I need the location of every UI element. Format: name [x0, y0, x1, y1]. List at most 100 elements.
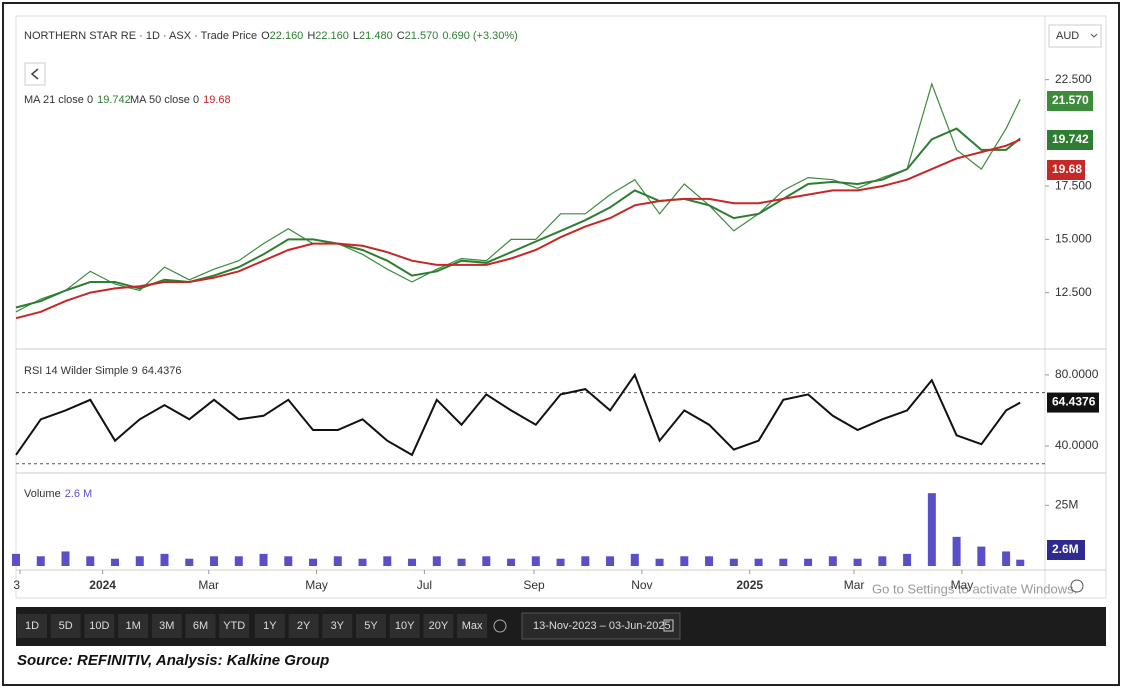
legend-name: RSI 14 Wilder Simple 9	[24, 365, 138, 377]
range-button[interactable]	[118, 614, 149, 638]
range-label: 20Y	[429, 620, 449, 632]
volume-bar	[457, 558, 466, 566]
range-button[interactable]	[151, 614, 182, 638]
volume-bar	[210, 556, 219, 566]
range-button[interactable]	[84, 614, 115, 638]
price-box-label: 2.6M	[1052, 542, 1079, 556]
volume-bar	[284, 556, 293, 566]
legend-name: MA 50 close 0	[130, 94, 199, 106]
volume-bar	[507, 558, 516, 566]
price-box-label: 19.68	[1052, 162, 1082, 176]
price-box	[1047, 130, 1093, 150]
watermark: Go to Settings to activate Windows.	[872, 581, 1077, 596]
currency-dropdown[interactable]	[1048, 24, 1102, 48]
range-label: 10D	[89, 620, 109, 632]
y-tick-label: 15.000	[1055, 232, 1092, 246]
symbol: NORTHERN STAR RE · 1D · ASX · Trade Pric…	[24, 30, 257, 42]
currency: AUD	[1056, 30, 1079, 42]
range-button[interactable]	[356, 614, 386, 638]
range-button[interactable]	[185, 614, 216, 638]
series-line	[15, 138, 1021, 320]
volume-bar	[853, 558, 862, 566]
volume-bar	[185, 558, 194, 566]
volume-bar	[606, 556, 615, 566]
back-button[interactable]	[24, 62, 46, 86]
volume-bar	[333, 556, 342, 566]
volume-bar	[680, 556, 689, 566]
price-box	[1047, 160, 1085, 180]
volume-bar	[1016, 559, 1025, 566]
legend-entry: MA 21 close 0 19.742	[24, 94, 131, 106]
range-button[interactable]	[423, 614, 454, 638]
legend-value: 19.742	[97, 94, 131, 106]
source: Source: REFINITIV, Analysis: Kalkine Gro…	[17, 652, 329, 669]
range-button[interactable]	[288, 614, 319, 638]
volume-bar	[927, 493, 936, 566]
ohlc-key: O	[261, 30, 270, 42]
y-tick-label: 80.0000	[1055, 367, 1099, 381]
range-button[interactable]	[254, 614, 285, 638]
volume-bar	[754, 558, 763, 566]
header: NORTHERN STAR RE · 1D · ASX · Trade Pric…	[24, 30, 518, 42]
x-tick-label: Mar	[198, 578, 219, 592]
header-text: NORTHERN STAR RE · 1D · ASX · Trade Pric…	[24, 30, 518, 42]
range-label: 5Y	[364, 620, 378, 632]
volume-bar	[630, 553, 639, 566]
legend-entry: Volume 2.6 M	[24, 488, 92, 500]
range-button[interactable]	[457, 614, 488, 638]
volume-bar	[804, 558, 813, 566]
date-range: 13-Nov-2023 – 03-Jun-2025	[533, 620, 671, 632]
x-tick-label: 3	[13, 578, 20, 592]
calendar-icon	[663, 619, 674, 632]
volume-bar	[12, 553, 20, 566]
price-box	[1047, 540, 1085, 560]
range-label: YTD	[223, 620, 245, 632]
range-label: 3Y	[331, 620, 345, 632]
volume-bar	[309, 558, 318, 566]
volume-bar	[111, 558, 120, 566]
x-tick-label: 2024	[89, 578, 116, 592]
price-box-label: 19.742	[1052, 132, 1089, 146]
volume-bar	[61, 551, 70, 566]
settings-icon[interactable]	[1070, 579, 1084, 593]
range-button[interactable]	[219, 614, 250, 638]
legend-entry: MA 50 close 0 19.68	[130, 94, 231, 106]
volume-bar	[135, 556, 144, 566]
legend-value: 2.6 M	[65, 488, 93, 500]
reset-icon[interactable]	[493, 619, 507, 633]
y-tick-label: 12.500	[1055, 285, 1092, 299]
volume-bar	[259, 553, 268, 566]
range-button[interactable]	[17, 614, 47, 638]
range-button[interactable]	[389, 614, 420, 638]
legend-name: MA 21 close 0	[24, 94, 93, 106]
volume-bar	[36, 556, 45, 566]
range-label: 1Y	[263, 620, 277, 632]
ohlc-value: 22.160	[270, 30, 304, 42]
series-line	[15, 372, 1021, 457]
y-tick-label: 25M	[1055, 497, 1078, 511]
volume-bar	[358, 558, 367, 566]
range-button[interactable]	[322, 614, 353, 638]
range-label: Max	[462, 620, 483, 632]
volume-bar	[952, 536, 961, 566]
range-button[interactable]	[50, 614, 81, 638]
dropdown-icon	[1090, 33, 1098, 38]
price-box	[1047, 392, 1099, 413]
volume-bar	[234, 556, 243, 566]
price-box-label: 21.570	[1052, 93, 1089, 107]
y-tick-label: 22.500	[1055, 72, 1092, 86]
change: 0.690 (+3.30%)	[442, 30, 518, 42]
price-box	[1047, 91, 1093, 111]
x-tick-label: May	[951, 578, 974, 592]
range-label: 3M	[159, 620, 174, 632]
x-tick-label: Jul	[417, 578, 432, 592]
volume-bar	[482, 556, 491, 566]
legend-entry: RSI 14 Wilder Simple 9 64.4376	[24, 365, 181, 377]
x-tick-label: 2025	[736, 578, 763, 592]
date-range-box[interactable]	[521, 612, 681, 640]
x-tick-label: Sep	[523, 578, 545, 592]
y-tick-label: 40.0000	[1055, 438, 1099, 452]
range-label: 2Y	[297, 620, 311, 632]
series-line	[15, 81, 1021, 313]
